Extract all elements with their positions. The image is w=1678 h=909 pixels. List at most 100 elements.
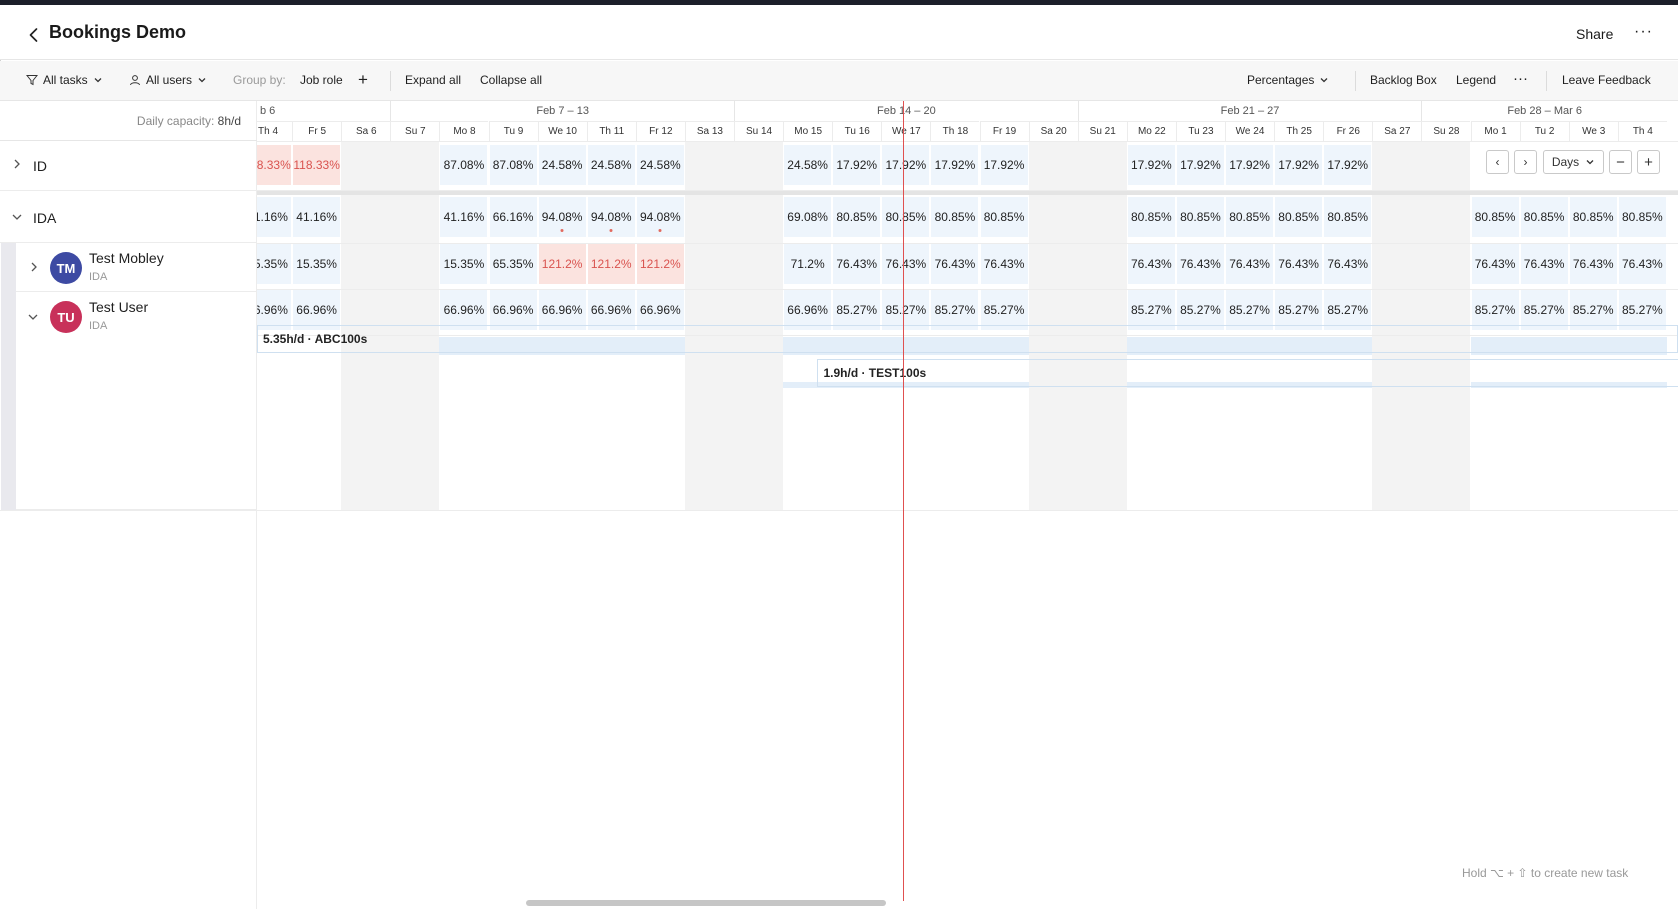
backlog-box-button[interactable]: Backlog Box bbox=[1370, 73, 1437, 87]
share-button[interactable]: Share bbox=[1576, 26, 1614, 42]
capacity-cell[interactable]: 17.92% bbox=[1226, 145, 1274, 185]
capacity-cell[interactable]: 66.96% bbox=[538, 290, 586, 330]
capacity-cell[interactable]: 80.85% bbox=[1520, 197, 1568, 237]
capacity-cell[interactable]: 80.85% bbox=[1618, 197, 1666, 237]
capacity-cell[interactable]: 66.96% bbox=[636, 290, 684, 330]
capacity-cell[interactable]: 66.96% bbox=[587, 290, 635, 330]
capacity-cell[interactable]: 94.08% bbox=[538, 197, 586, 237]
previous-period-button[interactable]: ‹ bbox=[1486, 150, 1509, 174]
capacity-cell[interactable]: 76.43% bbox=[980, 244, 1028, 284]
capacity-cell[interactable]: 24.58% bbox=[784, 145, 832, 185]
capacity-cell[interactable]: 121.2% bbox=[636, 244, 684, 284]
collapse-all-button[interactable]: Collapse all bbox=[480, 73, 543, 87]
capacity-cell[interactable]: 17.92% bbox=[980, 145, 1028, 185]
capacity-cell[interactable]: 85.27% bbox=[980, 290, 1028, 330]
toolbar-more-icon[interactable]: ··· bbox=[1513, 70, 1528, 87]
capacity-cell[interactable]: 118.33% bbox=[257, 145, 292, 185]
user-row-test-user[interactable]: TU Test User IDA bbox=[16, 292, 257, 510]
expand-all-button[interactable]: Expand all bbox=[405, 73, 462, 87]
capacity-cell[interactable]: 76.43% bbox=[833, 244, 881, 284]
capacity-cell[interactable]: 76.43% bbox=[1618, 244, 1666, 284]
capacity-cell[interactable]: 87.08% bbox=[489, 145, 537, 185]
capacity-cell[interactable]: 76.43% bbox=[1127, 244, 1175, 284]
capacity-cell[interactable]: 80.85% bbox=[833, 197, 881, 237]
capacity-cell[interactable]: 85.27% bbox=[931, 290, 979, 330]
capacity-cell[interactable]: 41.16% bbox=[257, 197, 292, 237]
add-group-icon[interactable]: + bbox=[358, 70, 368, 89]
capacity-cell[interactable]: 80.85% bbox=[1226, 197, 1274, 237]
capacity-cell[interactable]: 66.96% bbox=[784, 290, 832, 330]
capacity-cell[interactable]: 94.08% bbox=[636, 197, 684, 237]
capacity-cell[interactable]: 85.27% bbox=[882, 290, 930, 330]
zoom-in-button[interactable]: + bbox=[1637, 150, 1660, 174]
capacity-cell[interactable]: 15.35% bbox=[257, 244, 292, 284]
zoom-out-button[interactable]: − bbox=[1609, 150, 1632, 174]
horizontal-scrollbar[interactable] bbox=[526, 900, 886, 906]
capacity-cell[interactable]: 76.43% bbox=[1176, 244, 1224, 284]
capacity-cell[interactable]: 76.43% bbox=[1324, 244, 1372, 284]
chevron-down-icon[interactable] bbox=[27, 312, 39, 325]
capacity-cell[interactable]: 80.85% bbox=[931, 197, 979, 237]
capacity-cell[interactable]: 76.43% bbox=[1275, 244, 1323, 284]
capacity-cell[interactable]: 85.27% bbox=[1618, 290, 1666, 330]
capacity-cell[interactable]: 71.2% bbox=[784, 244, 832, 284]
capacity-cell[interactable]: 85.27% bbox=[833, 290, 881, 330]
capacity-cell[interactable]: 69.08% bbox=[784, 197, 832, 237]
capacity-cell[interactable]: 17.92% bbox=[1275, 145, 1323, 185]
capacity-cell[interactable]: 80.85% bbox=[1471, 197, 1519, 237]
all-users-filter[interactable]: All users bbox=[129, 73, 207, 87]
capacity-cell[interactable]: 80.85% bbox=[1176, 197, 1224, 237]
capacity-cell[interactable]: 76.43% bbox=[1520, 244, 1568, 284]
percentages-dropdown[interactable]: Percentages bbox=[1247, 73, 1329, 87]
capacity-cell[interactable]: 66.96% bbox=[489, 290, 537, 330]
capacity-cell[interactable]: 76.43% bbox=[1471, 244, 1519, 284]
capacity-cell[interactable]: 85.27% bbox=[1275, 290, 1323, 330]
capacity-cell[interactable]: 85.27% bbox=[1127, 290, 1175, 330]
all-tasks-filter[interactable]: All tasks bbox=[26, 73, 103, 87]
capacity-cell[interactable]: 85.27% bbox=[1471, 290, 1519, 330]
capacity-cell[interactable]: 24.58% bbox=[636, 145, 684, 185]
capacity-cell[interactable]: 85.27% bbox=[1569, 290, 1617, 330]
group-by-value[interactable]: Job role bbox=[300, 73, 343, 87]
chevron-right-icon[interactable] bbox=[12, 158, 22, 173]
user-row-test-mobley[interactable]: TM Test Mobley IDA bbox=[16, 243, 257, 292]
capacity-cell[interactable]: 121.2% bbox=[538, 244, 586, 284]
capacity-cell[interactable]: 66.96% bbox=[440, 290, 488, 330]
capacity-cell[interactable]: 24.58% bbox=[538, 145, 586, 185]
capacity-cell[interactable]: 76.43% bbox=[1226, 244, 1274, 284]
timeline-grid[interactable]: b 6 Feb 7 – 13 Feb 14 – 20 Feb 21 – 27 Feb 2… bbox=[257, 101, 1678, 901]
chevron-down-icon[interactable] bbox=[11, 212, 23, 225]
back-icon[interactable] bbox=[24, 25, 44, 45]
capacity-cell[interactable]: 85.27% bbox=[1324, 290, 1372, 330]
capacity-cell[interactable]: 80.85% bbox=[882, 197, 930, 237]
legend-button[interactable]: Legend bbox=[1456, 73, 1497, 87]
capacity-cell[interactable]: 17.92% bbox=[833, 145, 881, 185]
booking-abc100s[interactable]: 5.35h/d · ABC100s bbox=[257, 325, 1678, 353]
capacity-cell[interactable]: 17.92% bbox=[1127, 145, 1175, 185]
capacity-cell[interactable]: 121.2% bbox=[587, 244, 635, 284]
capacity-cell[interactable]: 41.16% bbox=[440, 197, 488, 237]
capacity-cell[interactable]: 80.85% bbox=[980, 197, 1028, 237]
capacity-cell[interactable]: 17.92% bbox=[882, 145, 930, 185]
capacity-cell[interactable]: 24.58% bbox=[587, 145, 635, 185]
leave-feedback-button[interactable]: Leave Feedback bbox=[1562, 73, 1651, 87]
capacity-cell[interactable]: 76.43% bbox=[882, 244, 930, 284]
capacity-cell[interactable]: 17.92% bbox=[1176, 145, 1224, 185]
capacity-cell[interactable]: 76.43% bbox=[1569, 244, 1617, 284]
capacity-cell[interactable]: 41.16% bbox=[293, 197, 341, 237]
more-options-icon[interactable]: ··· bbox=[1634, 23, 1653, 40]
zoom-dropdown[interactable]: Days bbox=[1543, 150, 1604, 174]
chevron-right-icon[interactable] bbox=[29, 261, 39, 276]
capacity-cell[interactable]: 76.43% bbox=[931, 244, 979, 284]
booking-test100s[interactable]: 1.9h/d · TEST100s bbox=[817, 359, 1678, 387]
capacity-cell[interactable]: 80.85% bbox=[1127, 197, 1175, 237]
next-period-button[interactable]: › bbox=[1514, 150, 1537, 174]
capacity-cell[interactable]: 66.96% bbox=[257, 290, 292, 330]
group-row-id[interactable]: ID bbox=[0, 141, 257, 191]
capacity-cell[interactable]: 85.27% bbox=[1176, 290, 1224, 330]
capacity-cell[interactable]: 80.85% bbox=[1569, 197, 1617, 237]
capacity-cell[interactable]: 17.92% bbox=[1324, 145, 1372, 185]
capacity-cell[interactable]: 118.33% bbox=[293, 145, 341, 185]
capacity-cell[interactable]: 80.85% bbox=[1324, 197, 1372, 237]
capacity-cell[interactable]: 85.27% bbox=[1520, 290, 1568, 330]
